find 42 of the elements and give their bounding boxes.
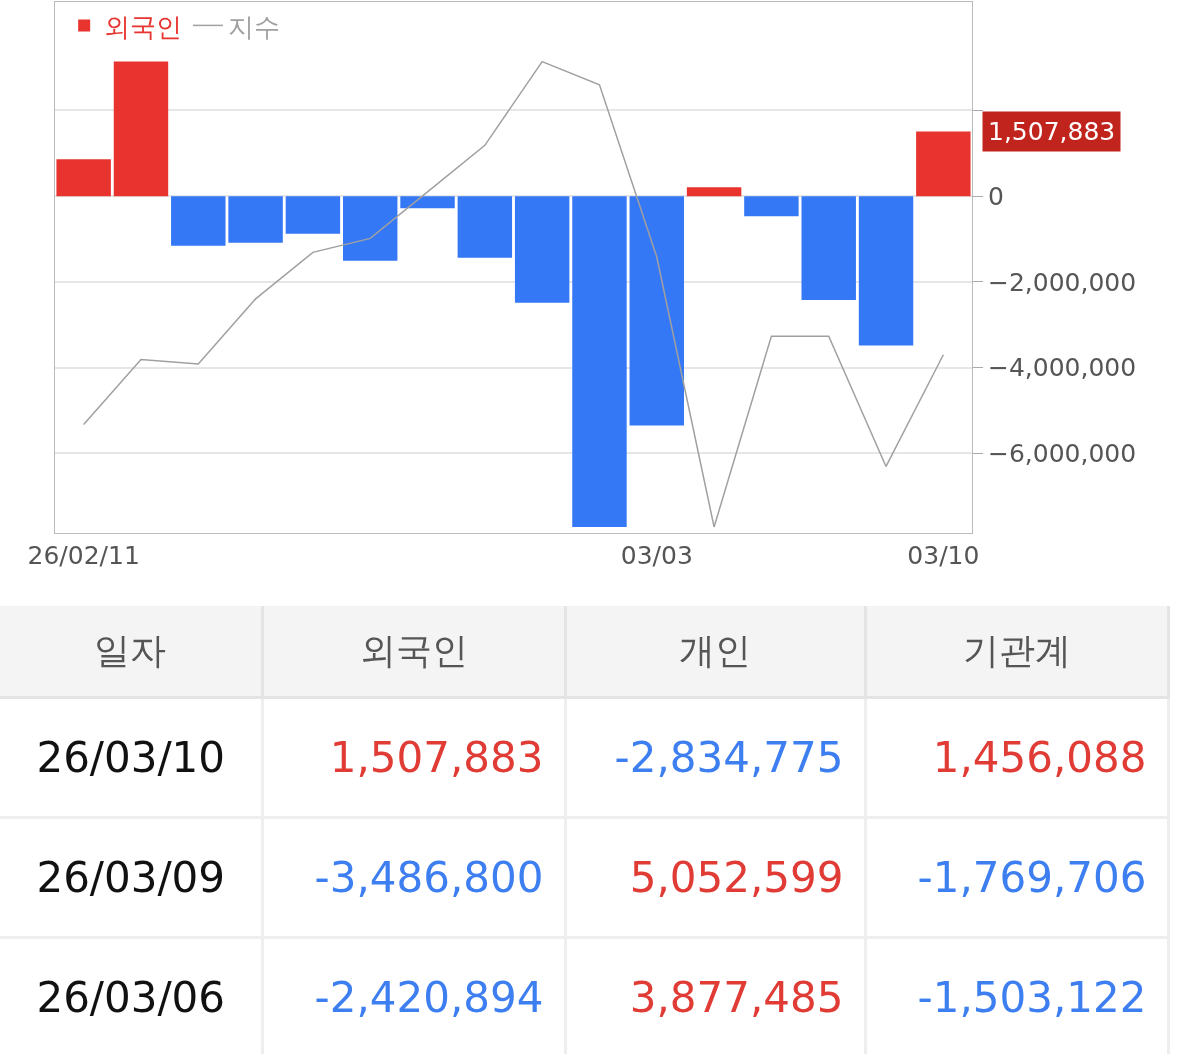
bar — [801, 196, 856, 300]
category-label: 기관계 — [865, 606, 1168, 698]
bar — [171, 196, 226, 246]
text: -2,834,775 — [614, 733, 844, 782]
category-label: 외국인 — [262, 606, 565, 698]
text: -2,420,894 — [314, 973, 544, 1022]
bar — [113, 61, 169, 197]
bar — [744, 196, 799, 217]
legend-label: 지수 — [227, 11, 280, 42]
bar — [686, 187, 742, 197]
bar — [56, 159, 111, 197]
x-tick-label: 26/02/11 — [27, 541, 140, 570]
text: 1,507,883 — [329, 733, 544, 782]
y-tick-label: −2,000,000 — [988, 267, 1137, 297]
bar — [858, 196, 914, 346]
y-tick-label: −6,000,000 — [988, 439, 1137, 469]
bar — [457, 196, 513, 258]
bar — [285, 196, 341, 234]
x-tick-label: 03/03 — [620, 541, 693, 570]
bar — [572, 196, 627, 527]
text: -3,486,800 — [314, 853, 544, 902]
annotation: 1,507,883 — [988, 117, 1116, 146]
text: 5,052,599 — [629, 853, 844, 902]
text: 3,877,485 — [629, 973, 844, 1022]
category-label: 26/03/10 — [36, 733, 226, 782]
bar — [343, 196, 398, 261]
bar — [514, 196, 570, 303]
x-tick-label: 03/10 — [907, 541, 980, 570]
bar — [916, 131, 971, 197]
bar — [629, 196, 684, 426]
category-label: 개인 — [565, 606, 865, 698]
legend-label: 외국인 — [104, 11, 183, 42]
text: 일자 — [0, 606, 262, 698]
category-label: 26/03/06 — [36, 973, 226, 1022]
text: -1,769,706 — [917, 853, 1147, 902]
y-tick-label: −4,000,000 — [988, 353, 1137, 383]
text: -1,503,122 — [917, 973, 1147, 1022]
category-label: 26/03/09 — [36, 853, 226, 902]
bar — [228, 196, 283, 243]
y-tick-label: 0 — [988, 181, 1004, 211]
text: 1,456,088 — [932, 733, 1147, 782]
bar — [400, 196, 455, 209]
